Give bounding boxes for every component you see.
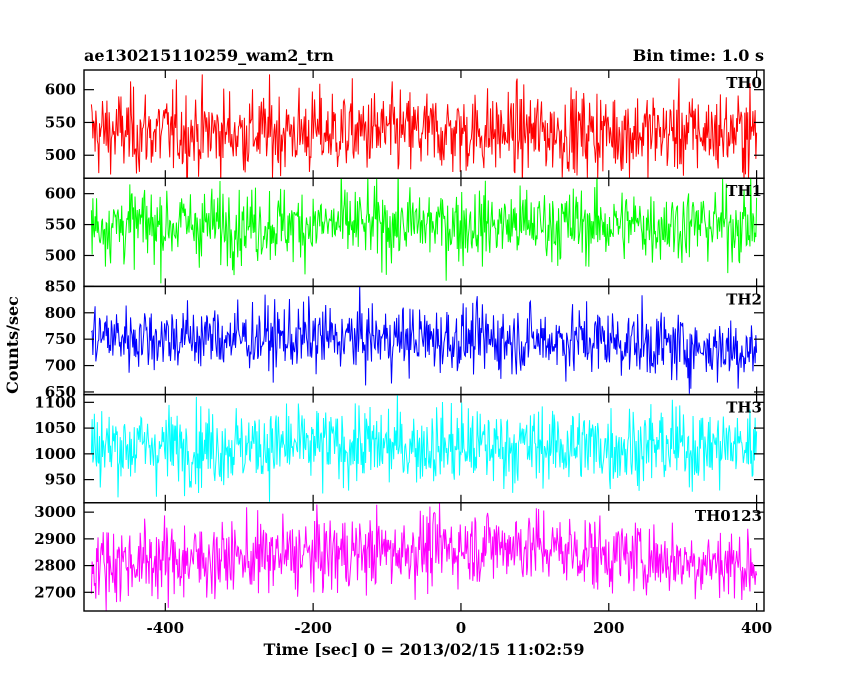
series-line-th1: [90, 178, 758, 284]
chart-title: ae130215110259_wam2_trn: [84, 46, 334, 65]
y-tick-label: 500: [45, 146, 76, 164]
y-tick-label: 1000: [34, 445, 76, 463]
y-tick-label: 3000: [34, 503, 76, 521]
y-tick-label: 550: [45, 216, 76, 234]
y-tick-label: 1100: [34, 393, 76, 411]
series-line-th2: [90, 286, 758, 394]
x-axis-label: Time [sec] 0 = 2013/02/15 11:02:59: [264, 640, 585, 659]
y-tick-label: 2900: [34, 530, 76, 548]
x-tick-label: 400: [741, 619, 772, 637]
panel-label-th3: TH3: [726, 399, 762, 417]
y-tick-label: 700: [45, 357, 76, 375]
panel-label-th1: TH1: [726, 182, 762, 200]
panel-label-th2: TH2: [726, 290, 762, 308]
series-line-th0: [90, 74, 758, 179]
y-tick-label: 600: [45, 81, 76, 99]
x-tick-label: -200: [294, 619, 332, 637]
y-tick-label: 650: [45, 383, 76, 401]
x-tick-label: 0: [456, 619, 466, 637]
panel-label-th0: TH0: [726, 74, 762, 92]
series-line-th0123: [90, 502, 758, 611]
y-tick-label: 950: [45, 471, 76, 489]
y-tick-label: 2800: [34, 557, 76, 575]
panel-frame-th0123: [83, 502, 765, 612]
x-tick-label: 200: [593, 619, 624, 637]
bin-time-label: Bin time: 1.0 s: [633, 46, 764, 65]
y-tick-label: 850: [45, 277, 76, 295]
panels-group: 500 550 600 TH0 500 550 600 TH1 650 700 750 800 850 T…: [34, 69, 772, 637]
y-tick-label: 1050: [34, 419, 76, 437]
y-tick-label: 2700: [34, 583, 76, 601]
y-tick-label: 500: [45, 246, 76, 264]
y-tick-label: 800: [45, 304, 76, 322]
y-tick-label: 750: [45, 330, 76, 348]
x-tick-label: -400: [147, 619, 185, 637]
y-tick-label: 600: [45, 185, 76, 203]
y-tick-label: 550: [45, 113, 76, 131]
series-line-th3: [90, 394, 758, 502]
panel-label-th0123: TH0123: [695, 507, 762, 525]
y-axis-label: Counts/sec: [3, 296, 22, 394]
